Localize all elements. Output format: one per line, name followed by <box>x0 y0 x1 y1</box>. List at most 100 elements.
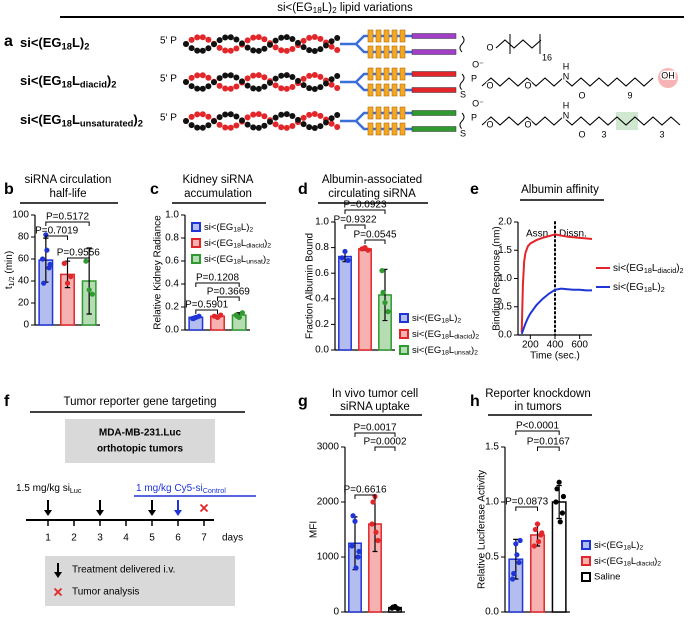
panel-letter: c <box>150 181 159 198</box>
nucleotide <box>261 83 268 90</box>
variant-name: si<(EG18Ldiacid)2 <box>20 73 116 90</box>
data-point <box>234 313 240 319</box>
linker-block <box>383 45 390 59</box>
linker-block <box>375 67 382 81</box>
lipid-tail <box>411 110 457 116</box>
legend-label: si<(EG18L)2 <box>204 222 253 234</box>
nucleotide <box>306 34 313 41</box>
nucleotide <box>261 36 268 43</box>
nucleotide <box>222 85 229 92</box>
data-point <box>345 257 351 263</box>
nucleotide <box>216 75 223 82</box>
nucleotide <box>261 122 268 129</box>
nucleotide <box>328 120 335 127</box>
annotation: Assn. <box>526 229 551 240</box>
data-point <box>560 493 567 500</box>
nucleotide <box>233 45 240 52</box>
y-tick-label: 40 <box>18 276 30 287</box>
nucleotide <box>222 34 229 41</box>
legend-label: si<(EG18Lunsat)2 <box>412 345 478 357</box>
nucleotide <box>278 47 285 54</box>
legend-label: Tumor analysis <box>72 587 139 598</box>
nucleotide <box>334 47 341 54</box>
structure-label: O <box>524 80 531 90</box>
y-tick-label: 3000 <box>317 442 340 453</box>
data-point <box>514 552 520 558</box>
y-tick-label: 1.0 <box>165 210 179 221</box>
sig-bracket <box>195 309 218 314</box>
linker-block <box>399 83 406 97</box>
nucleotide <box>205 83 212 90</box>
data-point <box>191 315 197 322</box>
nucleotide <box>227 111 234 118</box>
data-point <box>535 539 542 545</box>
nucleotide <box>222 47 229 54</box>
panel-title: si<(EG18L)2 lipid variations <box>277 2 413 15</box>
nucleotide <box>289 122 296 129</box>
nucleotide <box>205 45 212 52</box>
structure-label: O <box>486 42 493 52</box>
linker-block <box>367 122 374 136</box>
nucleotide <box>278 111 285 118</box>
nucleotide <box>250 34 257 41</box>
nucleotide <box>216 44 223 51</box>
sig-bracket <box>45 221 90 226</box>
nucleotide <box>283 47 290 54</box>
y-tick-label: 0.0 <box>165 325 179 336</box>
data-point <box>559 510 565 516</box>
nucleotide <box>250 124 257 131</box>
structure-label: 9 <box>627 90 632 100</box>
lipid-tail <box>411 33 457 39</box>
day-label: 1 <box>45 533 51 544</box>
legend-label: si<(EG18L)2 <box>412 313 461 325</box>
model-label: MDA-MB-231.Luc <box>99 428 182 439</box>
data-point <box>68 274 74 280</box>
days-label: days <box>222 533 243 544</box>
p-value: P=0.9322 <box>333 215 377 226</box>
nucleotide <box>255 85 262 92</box>
nucleotide <box>205 122 212 129</box>
data-point <box>86 287 92 293</box>
lipid-tail <box>411 87 457 93</box>
y-tick-label: 0.0 <box>498 330 512 341</box>
nucleotide <box>300 75 307 82</box>
y-tick-label: 0.0 <box>485 607 499 618</box>
nucleotide <box>216 82 223 89</box>
legend-marker <box>399 329 409 339</box>
y-tick-label: 1.5 <box>485 442 499 453</box>
chart-title: siRNA circulation <box>25 174 112 186</box>
nucleotide <box>323 80 329 87</box>
nucleotide <box>188 74 195 81</box>
dose-arrow <box>54 563 62 578</box>
nucleotide <box>272 75 279 82</box>
linker-block <box>399 122 406 136</box>
legend-label: Treatment delivered i.v. <box>72 565 175 576</box>
y-tick-label: 20 <box>18 298 30 309</box>
data-point <box>557 519 563 525</box>
y-tick-label: 0.0 <box>315 345 329 356</box>
carbon-chain <box>481 116 681 126</box>
chart-title: Albumin-associated <box>322 174 422 186</box>
nucleotide <box>239 117 245 124</box>
nucleotide <box>244 37 251 44</box>
data-point <box>532 526 538 533</box>
legend-label: si<(EG18L)2 <box>613 282 665 294</box>
nucleotide <box>311 85 318 92</box>
nucleotide <box>295 116 301 123</box>
nucleotide <box>267 118 273 125</box>
five-prime: 5' P <box>160 113 177 124</box>
nucleotide <box>205 74 212 81</box>
nucleotide <box>255 72 262 79</box>
y-axis-label: t1/2 (min) <box>4 251 16 289</box>
sig-bracket <box>374 446 396 451</box>
x-axis-label: Time (sec.) <box>530 351 580 362</box>
dose-arrow <box>44 500 52 516</box>
nucleotide <box>289 113 296 120</box>
nucleotide <box>328 76 335 83</box>
x-tick-label: 600 <box>571 340 588 351</box>
y-tick-label: 0 <box>23 320 29 331</box>
legend-marker <box>581 556 591 566</box>
data-point <box>352 518 358 524</box>
structure-label: S <box>460 128 466 138</box>
nucleotide <box>239 78 245 85</box>
